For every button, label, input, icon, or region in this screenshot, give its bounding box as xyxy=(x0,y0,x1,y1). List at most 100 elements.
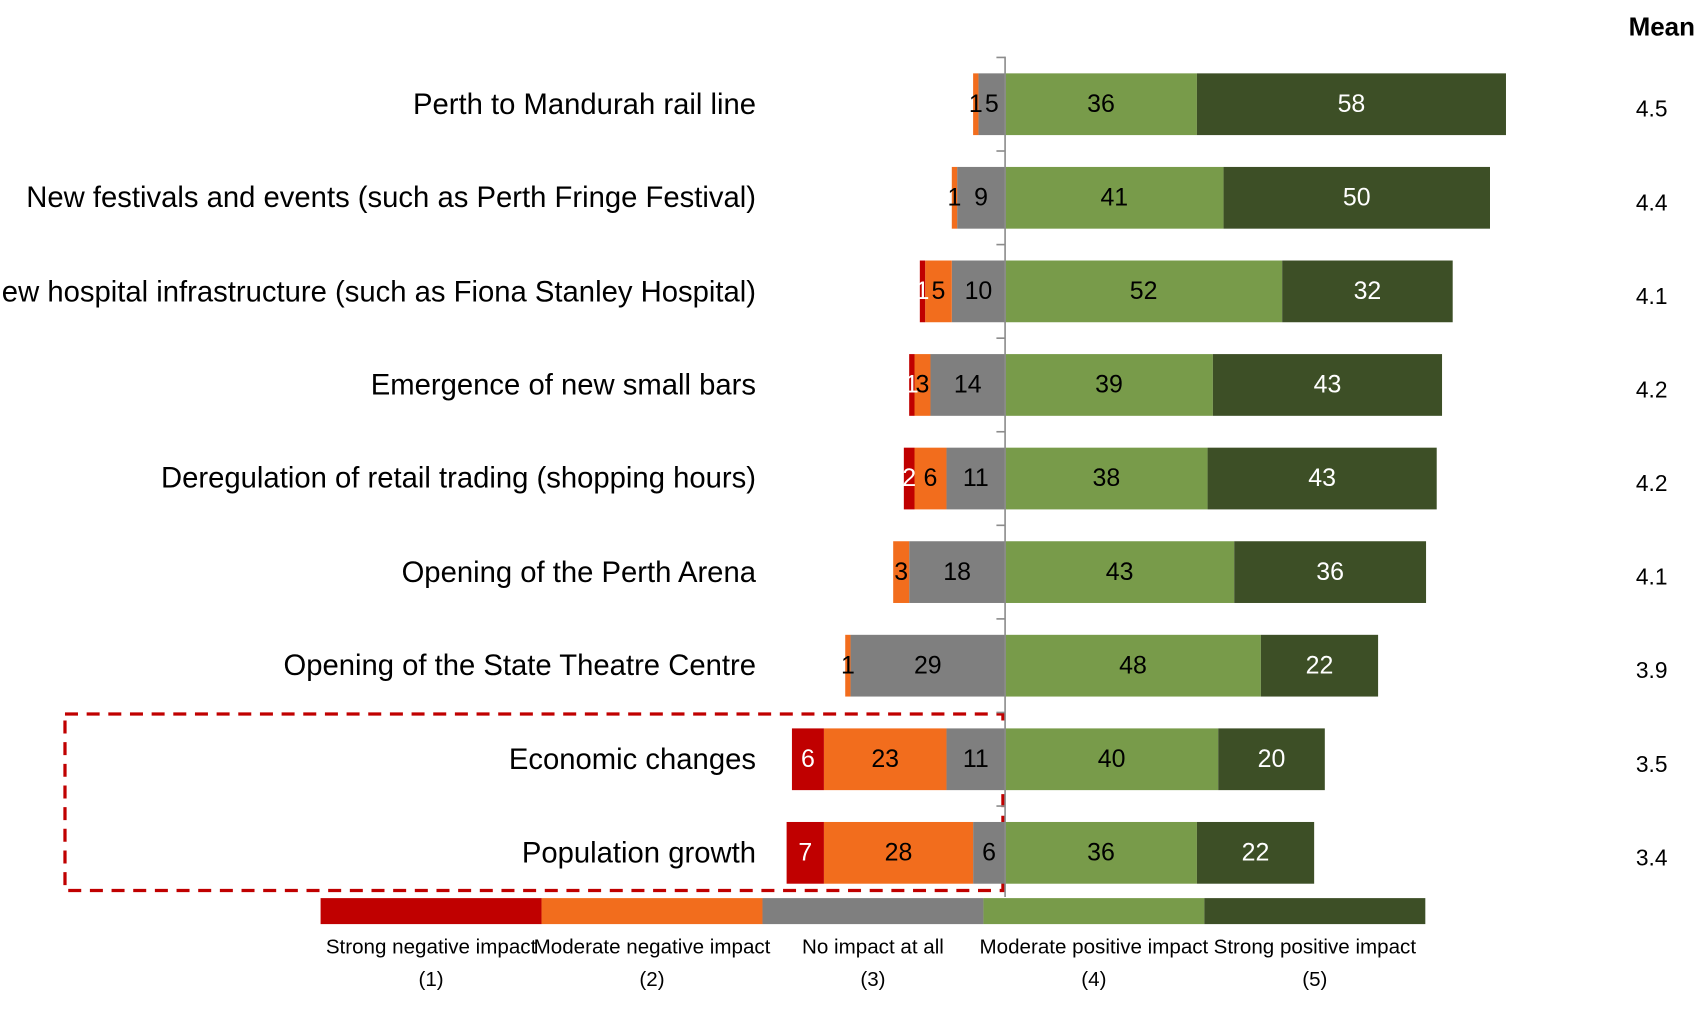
category-label: Emergence of new small bars xyxy=(370,368,756,401)
highlight-box xyxy=(63,712,1005,893)
data-label: 58 xyxy=(1338,90,1366,118)
data-label: 28 xyxy=(885,839,913,867)
category-label-box: New hospital infrastructure (such as Fio… xyxy=(0,240,756,342)
bar-segment xyxy=(845,634,851,697)
bar-segment xyxy=(1207,447,1437,510)
mean-value: 4.2 xyxy=(1636,470,1668,496)
data-label: 7 xyxy=(798,839,812,867)
legend-label-box: No impact at all (3) xyxy=(802,936,944,992)
category-label-wrap: Opening of the State Theatre Centre xyxy=(0,615,756,717)
bar-segment xyxy=(903,447,915,510)
category-label: New festivals and events (such as Perth … xyxy=(26,181,756,214)
data-label: 3 xyxy=(894,558,908,586)
data-label: 5 xyxy=(985,90,999,118)
bar-segment xyxy=(909,541,1006,603)
bar-segment xyxy=(1005,166,1224,229)
bar-segment xyxy=(909,354,915,416)
bar-segment xyxy=(1005,728,1219,791)
data-label: 18 xyxy=(943,558,971,586)
data-label: 43 xyxy=(1308,464,1336,492)
legend-swatch xyxy=(541,898,763,925)
category-label: New hospital infrastructure (such as Fio… xyxy=(0,274,756,308)
bar-segment xyxy=(914,447,947,510)
legend-label: Strong negative impact (1) xyxy=(325,936,537,992)
category-label-wrap: New hospital infrastructure (such as Fio… xyxy=(0,240,756,342)
data-label: 5 xyxy=(932,277,946,305)
bar-segment xyxy=(1005,447,1208,510)
category-label: Economic changes xyxy=(508,742,756,776)
legend-label: No impact at all (3) xyxy=(802,936,944,992)
bar-segment xyxy=(957,166,1006,229)
category-label: Population growth xyxy=(521,836,756,869)
data-label: 20 xyxy=(1258,745,1286,773)
data-label: 43 xyxy=(1106,558,1134,586)
mean-value: 3.5 xyxy=(1636,751,1668,777)
bar-segment xyxy=(1223,166,1490,229)
mean-value: 4.4 xyxy=(1636,189,1668,215)
bar-segment xyxy=(1218,728,1325,791)
data-label: 1 xyxy=(905,371,919,399)
data-label: 14 xyxy=(954,371,982,399)
bar-segment xyxy=(1196,73,1506,136)
mean-value: 4.2 xyxy=(1636,376,1668,402)
data-label: 38 xyxy=(1092,464,1120,492)
data-label: 9 xyxy=(974,183,988,211)
data-label: 11 xyxy=(963,745,989,773)
data-label: 23 xyxy=(871,745,899,773)
legend-swatch xyxy=(983,898,1205,925)
bar-segment xyxy=(925,260,952,323)
bar-segment xyxy=(978,73,1006,136)
bar-segment xyxy=(1005,821,1197,884)
data-label: 22 xyxy=(1242,839,1270,867)
legend-swatch xyxy=(1204,898,1426,925)
category-label-wrap: Perth to Mandurah rail line xyxy=(0,53,756,155)
data-label: 1 xyxy=(948,183,962,211)
category-label-box: Perth to Mandurah rail line xyxy=(0,53,756,155)
legend-label: Moderate negative impact (2) xyxy=(533,936,771,992)
legend-label-box: Moderate positive impact (4) xyxy=(979,936,1209,992)
category-label: Opening of the State Theatre Centre xyxy=(283,649,756,682)
bar-segment xyxy=(786,821,824,884)
bar-segment xyxy=(1282,260,1453,323)
category-label-wrap: Economic changes xyxy=(0,708,756,810)
bar-segment xyxy=(1005,73,1197,136)
mean-value: 4.1 xyxy=(1636,564,1668,590)
legend-label: Moderate positive impact (4) xyxy=(979,936,1209,992)
bar-segment xyxy=(850,634,1006,697)
bar-segment xyxy=(1260,634,1379,697)
bar-segment xyxy=(1005,260,1283,323)
legend-label: Strong positive impact (5) xyxy=(1213,936,1417,992)
bar-segment xyxy=(1234,541,1427,603)
data-label: 11 xyxy=(963,464,989,492)
mean-value: 4.1 xyxy=(1636,283,1668,309)
bar-segment xyxy=(919,260,926,323)
category-label: Deregulation of retail trading (shopping… xyxy=(161,462,756,495)
data-label: 1 xyxy=(841,651,855,679)
data-label: 43 xyxy=(1314,371,1342,399)
legend-label-box: Moderate negative impact (2) xyxy=(533,936,771,992)
legend-label-box: Strong positive impact (5) xyxy=(1213,936,1417,992)
data-label: 22 xyxy=(1306,651,1334,679)
category-label-wrap: Opening of the Perth Arena xyxy=(0,521,756,623)
data-label: 41 xyxy=(1100,183,1128,211)
category-label-wrap: Deregulation of retail trading (shopping… xyxy=(0,427,756,529)
data-label: 3 xyxy=(916,371,930,399)
data-label: 2 xyxy=(902,464,916,492)
bar-segment xyxy=(946,728,1006,791)
mean-title: Mean xyxy=(1629,11,1695,41)
bar-segment xyxy=(791,728,824,791)
data-label: 1 xyxy=(969,90,983,118)
bar-segment xyxy=(823,821,974,884)
data-label: 6 xyxy=(982,839,996,867)
legend-label-box: Strong negative impact (1) xyxy=(325,936,537,992)
bar-segment xyxy=(823,728,947,791)
category-label-box: Opening of the Perth Arena xyxy=(0,521,756,623)
bar-segment xyxy=(1005,634,1261,697)
legend-swatch xyxy=(320,898,542,925)
data-label: 50 xyxy=(1343,183,1371,211)
data-label: 1 xyxy=(916,277,930,305)
mean-value: 3.4 xyxy=(1636,844,1668,870)
data-label: 36 xyxy=(1087,839,1115,867)
category-label-box: Opening of the State Theatre Centre xyxy=(0,615,756,717)
